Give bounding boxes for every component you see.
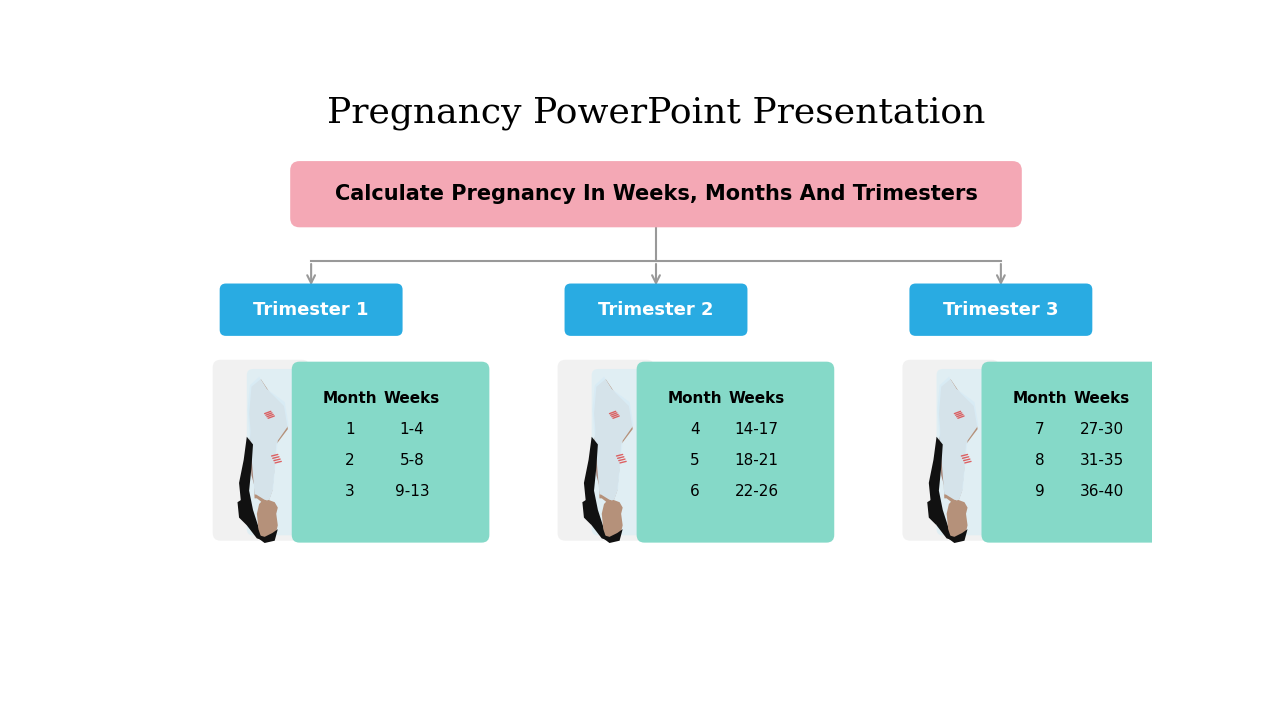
Text: 9: 9: [1034, 484, 1044, 498]
Text: 14-17: 14-17: [735, 422, 778, 437]
FancyBboxPatch shape: [558, 360, 654, 541]
Text: 36-40: 36-40: [1079, 484, 1124, 498]
Polygon shape: [594, 379, 632, 506]
Text: Weeks: Weeks: [728, 391, 785, 406]
Polygon shape: [594, 390, 612, 495]
FancyBboxPatch shape: [902, 360, 1000, 541]
Text: Calculate Pregnancy In Weeks, Months And Trimesters: Calculate Pregnancy In Weeks, Months And…: [334, 184, 978, 204]
Text: Trimester 1: Trimester 1: [253, 301, 369, 319]
Text: Pregnancy PowerPoint Presentation: Pregnancy PowerPoint Presentation: [326, 96, 986, 130]
Polygon shape: [927, 498, 938, 526]
Text: 27-30: 27-30: [1079, 422, 1124, 437]
FancyBboxPatch shape: [247, 369, 317, 535]
FancyBboxPatch shape: [636, 361, 835, 543]
Polygon shape: [947, 500, 968, 541]
Ellipse shape: [259, 500, 270, 516]
Text: 18-21: 18-21: [735, 453, 778, 468]
Polygon shape: [948, 529, 968, 543]
FancyBboxPatch shape: [292, 361, 489, 543]
Polygon shape: [247, 377, 289, 503]
Text: 8: 8: [1034, 453, 1044, 468]
FancyBboxPatch shape: [220, 284, 403, 336]
Polygon shape: [602, 500, 622, 541]
Polygon shape: [929, 437, 955, 541]
Text: 7: 7: [1034, 422, 1044, 437]
Text: 4: 4: [690, 422, 700, 437]
FancyBboxPatch shape: [982, 361, 1179, 543]
Polygon shape: [603, 529, 622, 543]
Text: 1-4: 1-4: [399, 422, 424, 437]
Polygon shape: [250, 390, 268, 495]
FancyBboxPatch shape: [591, 369, 662, 535]
Polygon shape: [582, 498, 594, 526]
FancyBboxPatch shape: [291, 161, 1021, 228]
Polygon shape: [257, 500, 278, 541]
FancyBboxPatch shape: [212, 360, 310, 541]
Polygon shape: [584, 437, 609, 541]
Text: 9-13: 9-13: [394, 484, 429, 498]
Polygon shape: [593, 377, 634, 503]
Text: 2: 2: [346, 453, 355, 468]
FancyBboxPatch shape: [909, 284, 1092, 336]
Text: Month: Month: [667, 391, 722, 406]
Text: 3: 3: [346, 484, 355, 498]
Ellipse shape: [948, 500, 960, 516]
Text: Trimester 2: Trimester 2: [598, 301, 714, 319]
Text: Weeks: Weeks: [384, 391, 440, 406]
Text: Month: Month: [1012, 391, 1068, 406]
Polygon shape: [937, 377, 978, 503]
Polygon shape: [938, 379, 978, 506]
Text: Month: Month: [323, 391, 378, 406]
Polygon shape: [259, 529, 278, 543]
Polygon shape: [239, 437, 265, 541]
Polygon shape: [238, 498, 250, 526]
FancyBboxPatch shape: [564, 284, 748, 336]
Text: Weeks: Weeks: [1074, 391, 1130, 406]
FancyBboxPatch shape: [937, 369, 1007, 535]
Polygon shape: [250, 379, 288, 506]
Polygon shape: [938, 390, 956, 495]
Text: 5-8: 5-8: [399, 453, 424, 468]
Text: 22-26: 22-26: [735, 484, 778, 498]
Text: 6: 6: [690, 484, 700, 498]
Text: Trimester 3: Trimester 3: [943, 301, 1059, 319]
Text: 31-35: 31-35: [1079, 453, 1124, 468]
Ellipse shape: [604, 500, 614, 516]
Text: 1: 1: [346, 422, 355, 437]
Text: 5: 5: [690, 453, 700, 468]
